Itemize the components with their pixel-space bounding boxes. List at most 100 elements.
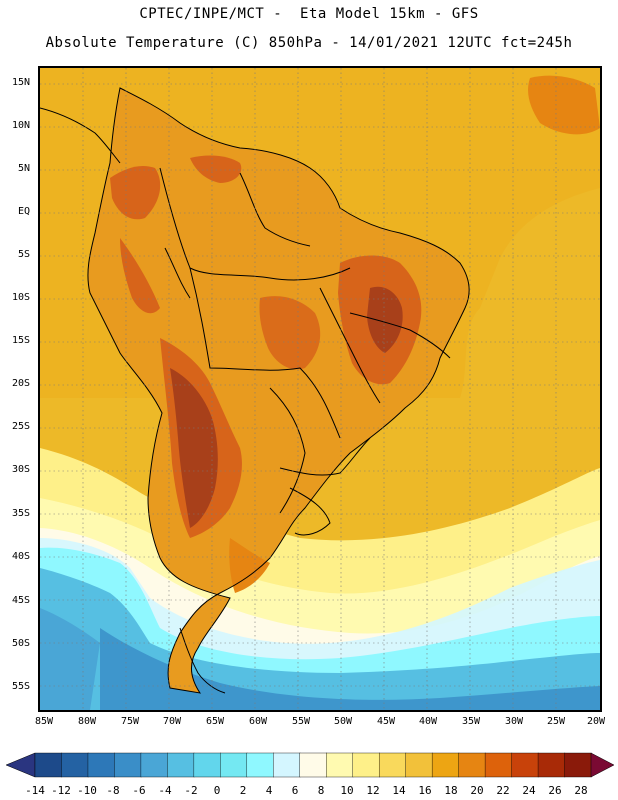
- patagonia-warm-region: [229, 538, 270, 593]
- lat-label-5s: 5S: [17, 249, 30, 260]
- lat-label-55s: 55S: [11, 681, 30, 692]
- colorbar-swatch: [114, 752, 142, 778]
- lat-label-25s: 25S: [11, 421, 30, 432]
- colorbar-label: 6: [291, 784, 299, 797]
- peru-coast-hot-region: [120, 238, 160, 314]
- colorbar-label: 28: [574, 784, 588, 797]
- lat-label-10s: 10S: [11, 292, 30, 303]
- colorbar-label: -8: [106, 784, 120, 797]
- lat-label-15s: 15S: [11, 335, 30, 346]
- lon-label-40w: 40W: [418, 716, 438, 727]
- colorbar-swatch: [220, 752, 248, 778]
- colorbar-left-arrow: [5, 752, 36, 778]
- lon-label-55w: 55W: [291, 716, 311, 727]
- lat-label-45s: 45S: [11, 595, 30, 606]
- colorbar-swatch: [458, 752, 486, 778]
- lon-label-70w: 70W: [162, 716, 182, 727]
- colorbar-swatch: [326, 752, 354, 778]
- colorbar-swatch: [564, 752, 592, 778]
- south-america-land: [87, 88, 470, 693]
- lat-label-20s: 20S: [11, 378, 30, 389]
- lon-label-75w: 75W: [120, 716, 140, 727]
- colorbar-label: 0: [213, 784, 221, 797]
- colorbar-label: 10: [340, 784, 354, 797]
- continent-coastline: [87, 87, 470, 694]
- colorbar-right-arrow: [590, 752, 615, 778]
- colorbar-swatch: [87, 752, 116, 778]
- lat-label-10n: 10N: [11, 120, 30, 131]
- colorbar-swatch: [405, 752, 433, 778]
- political-borders: [40, 87, 470, 694]
- lat-label-15n: 15N: [11, 77, 30, 88]
- colorbar-swatch: [537, 752, 566, 778]
- tierra-del-fuego-coast: [179, 627, 226, 694]
- uruguay-border: [289, 487, 331, 536]
- lat-label-eq: EQ: [17, 206, 30, 217]
- ocean-west-blue: [40, 608, 100, 710]
- lat-lon-grid: [40, 68, 600, 710]
- lat-label-50s: 50S: [11, 638, 30, 649]
- colorbar-label: 2: [239, 784, 247, 797]
- ocean-deep-blue-band: [100, 628, 600, 710]
- brazil-state-border-2: [349, 312, 451, 359]
- colorbar-swatch: [378, 752, 407, 778]
- central-america-coastline: [40, 107, 121, 164]
- colorbar-swatch: [193, 752, 221, 778]
- lon-label-65w: 65W: [205, 716, 225, 727]
- colorbar-swatch: [484, 752, 513, 778]
- colorbar-label: 14: [392, 784, 406, 797]
- lon-label-20w: 20W: [586, 716, 606, 727]
- amazon-border: [159, 167, 351, 281]
- colorbar-label: 18: [444, 784, 458, 797]
- colorbar-label: -14: [25, 784, 45, 797]
- colorbar-swatch: [511, 752, 539, 778]
- atlantic-warm-patch: [528, 75, 600, 135]
- lon-label-85w: 85W: [34, 716, 54, 727]
- venezuela-guyana-border: [239, 172, 311, 247]
- map-title: CPTEC/INPE/MCT - Eta Model 15km - GFS: [139, 6, 479, 22]
- lon-label-60w: 60W: [248, 716, 268, 727]
- colombia-peru-border: [164, 247, 191, 299]
- colombia-hot-region: [110, 166, 161, 220]
- colorbar-label: -6: [132, 784, 146, 797]
- colorbar-swatch: [34, 752, 63, 778]
- south-brazil-border: [279, 437, 371, 476]
- colorbar-swatch: [140, 752, 168, 778]
- colorbar-label: 8: [317, 784, 325, 797]
- lat-label-35s: 35S: [11, 508, 30, 519]
- colorbar-label: -12: [51, 784, 71, 797]
- colorbar-swatch: [299, 752, 327, 778]
- colorbar-label: 16: [418, 784, 432, 797]
- temperature-colorbar: [5, 752, 615, 778]
- colorbar-label: -4: [158, 784, 172, 797]
- northeast-brazil-very-hot-core: [367, 286, 403, 353]
- temperature-map: [38, 66, 602, 712]
- central-brazil-hot-region: [259, 296, 321, 370]
- paraguay-border: [269, 387, 306, 514]
- colorbar-label: 20: [470, 784, 484, 797]
- lat-label-40s: 40S: [11, 551, 30, 562]
- venezuela-hot-region: [190, 155, 242, 183]
- colorbar-swatch: [61, 752, 89, 778]
- temperature-field-svg: [40, 68, 600, 710]
- colorbar-swatch: [246, 752, 274, 778]
- lat-label-30s: 30S: [11, 464, 30, 475]
- colorbar-swatch: [167, 752, 195, 778]
- colorbar-swatch: [273, 752, 301, 778]
- colorbar-swatch: [431, 752, 460, 778]
- colorbar-swatch: [352, 752, 380, 778]
- lon-label-30w: 30W: [504, 716, 524, 727]
- brazil-state-border: [319, 287, 381, 404]
- colorbar-label: 22: [496, 784, 510, 797]
- lon-label-35w: 35W: [461, 716, 481, 727]
- colorbar-label: 24: [522, 784, 536, 797]
- lat-label-5n: 5N: [17, 163, 30, 174]
- colorbar-label: 4: [265, 784, 273, 797]
- colorbar-label: 12: [366, 784, 380, 797]
- lon-label-80w: 80W: [77, 716, 97, 727]
- lon-label-45w: 45W: [376, 716, 396, 727]
- lon-label-50w: 50W: [333, 716, 353, 727]
- colorbar-label: -10: [77, 784, 97, 797]
- chaco-very-hot-region: [170, 368, 218, 528]
- colorbar-label: 26: [548, 784, 562, 797]
